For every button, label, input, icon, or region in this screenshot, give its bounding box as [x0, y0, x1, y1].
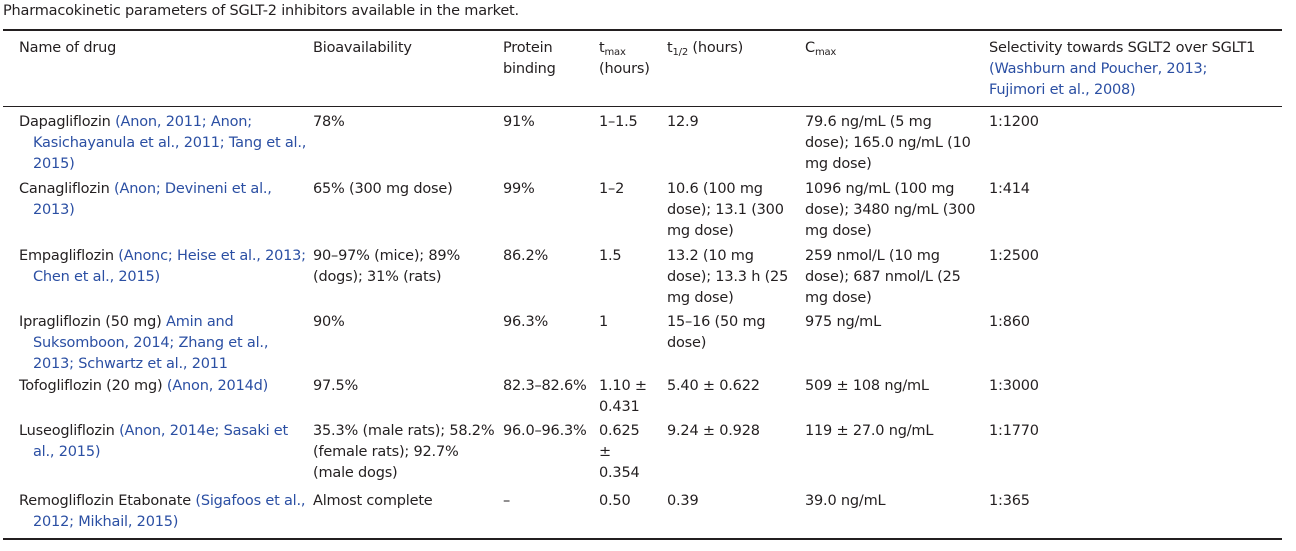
row-6-citation[interactable]: (Anon, 2014e; Sasaki et al., 2015) — [33, 423, 289, 460]
row-1-cmax: 79.6 ng/mL (5 mg dose); 165.0 ng/mL (10 … — [805, 114, 971, 172]
row-7-protein-binding: – — [503, 493, 511, 509]
row-7-cmax: 39.0 ng/mL — [805, 493, 886, 509]
row-2-citation[interactable]: (Anon; Devineni et al., 2013) — [33, 181, 272, 218]
row-4-bioavailability: 90% — [313, 314, 345, 330]
row-1-bioavailability: 78% — [313, 114, 345, 130]
header-thalf: t1/2 (hours) — [667, 40, 744, 58]
row-5-cmax: 509 ± 108 ng/mL — [805, 378, 929, 394]
row-5-protein-binding: 82.3–82.6% — [503, 378, 587, 394]
header-name-of-drug: Name of drug — [19, 40, 117, 56]
row-1-thalf: 12.9 — [667, 114, 699, 130]
row-6-tmax: 0.625 ± 0.354 — [599, 423, 640, 481]
header-bioavailability: Bioavailability — [313, 40, 412, 56]
row-6-selectivity: 1:1770 — [989, 423, 1039, 439]
row-1-selectivity: 1:1200 — [989, 114, 1039, 130]
header-tmax: tmax (hours) — [599, 40, 650, 77]
row-2-bioavailability: 65% (300 mg dose) — [313, 181, 453, 197]
row-1-tmax: 1–1.5 — [599, 114, 638, 130]
row-3-bioavailability: 90–97% (mice); 89% (dogs); 31% (rats) — [313, 248, 461, 285]
row-4-citation[interactable]: Amin and Suksomboon, 2014; Zhang et al.,… — [33, 314, 269, 372]
table-bottom-rule — [3, 538, 1282, 540]
row-2-protein-binding: 99% — [503, 181, 535, 197]
row-3-tmax: 1.5 — [599, 248, 622, 264]
row-3-drug: Empagliflozin (Anonc; Heise et al., 2013… — [19, 248, 306, 285]
row-3-thalf: 13.2 (10 mg dose); 13.3 h (25 mg dose) — [667, 248, 789, 306]
row-4-thalf: 15–16 (50 mg dose) — [667, 314, 766, 351]
row-5-selectivity: 1:3000 — [989, 378, 1039, 394]
row-7-bioavailability: Almost complete — [313, 493, 433, 509]
header-selectivity: Selectivity towards SGLT2 over SGLT1 (Was… — [989, 40, 1256, 98]
row-4-drug: Ipragliflozin (50 mg) Amin and Suksomboo… — [19, 314, 269, 372]
row-7-citation[interactable]: (Sigafoos et al., 2012; Mikhail, 2015) — [33, 493, 306, 530]
row-2-drug: Canagliflozin (Anon; Devineni et al., 20… — [19, 181, 272, 218]
row-6-thalf: 9.24 ± 0.928 — [667, 423, 760, 439]
row-3-cmax: 259 nmol/L (10 mg dose); 687 nmol/L (25 … — [805, 248, 961, 306]
row-2-thalf: 10.6 (100 mg dose); 13.1 (300 mg dose) — [667, 181, 784, 239]
row-7-tmax: 0.50 — [599, 493, 631, 509]
row-5-bioavailability: 97.5% — [313, 378, 359, 394]
row-5-drug: Tofogliflozin (20 mg) (Anon, 2014d) — [19, 378, 269, 394]
row-6-drug: Luseogliflozin (Anon, 2014e; Sasaki et a… — [19, 423, 289, 460]
row-1-drug: Dapagliflozin (Anon, 2011; Anon; Kasicha… — [19, 114, 307, 172]
row-4-cmax: 975 ng/mL — [805, 314, 881, 330]
row-5-citation[interactable]: (Anon, 2014d) — [166, 378, 269, 394]
row-3-selectivity: 1:2500 — [989, 248, 1039, 264]
table-header-rule — [3, 106, 1282, 107]
table-caption: Pharmacokinetic parameters of SGLT-2 inh… — [3, 3, 519, 19]
row-7-selectivity: 1:365 — [989, 493, 1030, 509]
row-5-tmax: 1.10 ± 0.431 — [599, 378, 647, 415]
header-cmax: Cmax — [805, 40, 837, 58]
row-3-citation[interactable]: (Anonc; Heise et al., 2013; Chen et al.,… — [33, 248, 306, 285]
row-2-tmax: 1–2 — [599, 181, 625, 197]
row-6-bioavailability: 35.3% (male rats); 58.2% (female rats); … — [313, 423, 495, 481]
table-top-rule — [3, 29, 1282, 31]
row-6-cmax: 119 ± 27.0 ng/mL — [805, 423, 934, 439]
row-4-selectivity: 1:860 — [989, 314, 1030, 330]
row-4-tmax: 1 — [599, 314, 609, 330]
row-5-thalf: 5.40 ± 0.622 — [667, 378, 760, 394]
row-2-cmax: 1096 ng/mL (100 mg dose); 3480 ng/mL (30… — [805, 181, 976, 239]
row-4-protein-binding: 96.3% — [503, 314, 549, 330]
row-1-protein-binding: 91% — [503, 114, 535, 130]
row-6-protein-binding: 96.0–96.3% — [503, 423, 587, 439]
header-selectivity-citation[interactable]: (Washburn and Poucher, 2013; Fujimori et… — [989, 61, 1208, 98]
row-1-citation[interactable]: (Anon, 2011; Anon; Kasichayanula et al.,… — [33, 114, 307, 172]
row-7-drug: Remogliflozin Etabonate (Sigafoos et al.… — [19, 493, 306, 530]
row-2-selectivity: 1:414 — [989, 181, 1030, 197]
row-3-protein-binding: 86.2% — [503, 248, 549, 264]
row-7-thalf: 0.39 — [667, 493, 699, 509]
header-protein-binding: Protein binding — [503, 40, 556, 77]
